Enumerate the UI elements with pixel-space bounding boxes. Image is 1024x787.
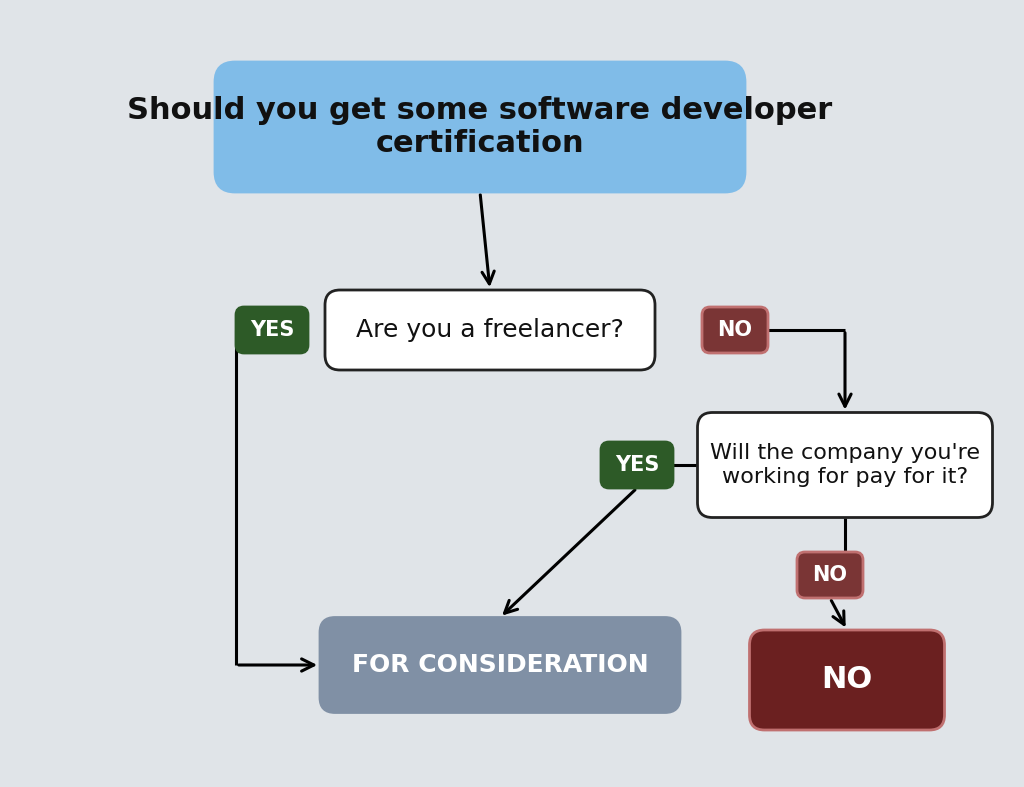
FancyBboxPatch shape xyxy=(236,307,308,353)
FancyBboxPatch shape xyxy=(702,307,768,353)
FancyBboxPatch shape xyxy=(601,442,673,488)
Text: FOR CONSIDERATION: FOR CONSIDERATION xyxy=(351,653,648,677)
Text: Will the company you're
working for pay for it?: Will the company you're working for pay … xyxy=(710,443,980,486)
Text: YES: YES xyxy=(250,320,294,340)
Text: Are you a freelancer?: Are you a freelancer? xyxy=(356,318,624,342)
FancyBboxPatch shape xyxy=(750,630,944,730)
Text: NO: NO xyxy=(821,666,872,694)
Text: NO: NO xyxy=(812,565,848,585)
FancyBboxPatch shape xyxy=(325,290,655,370)
FancyBboxPatch shape xyxy=(697,412,992,518)
FancyBboxPatch shape xyxy=(797,552,863,598)
Text: YES: YES xyxy=(614,455,659,475)
Text: NO: NO xyxy=(718,320,753,340)
Text: Should you get some software developer
certification: Should you get some software developer c… xyxy=(127,96,833,158)
FancyBboxPatch shape xyxy=(319,618,680,712)
FancyBboxPatch shape xyxy=(215,62,745,192)
